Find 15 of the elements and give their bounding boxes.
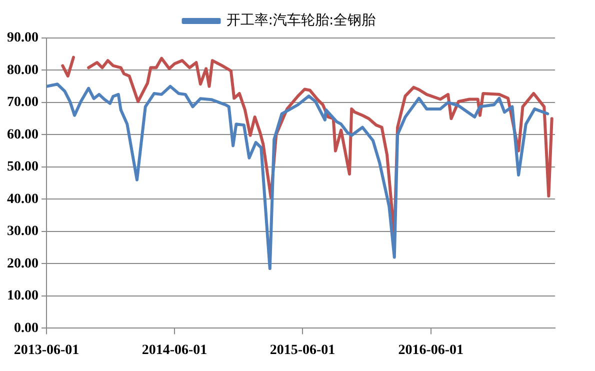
x-tick-label: 2014-06-01 (142, 343, 208, 358)
y-tick-label: 80.00 (7, 62, 38, 78)
y-tick-label: 60.00 (7, 127, 38, 142)
x-tick-label: 2013-06-01 (14, 343, 80, 358)
y-tick-label: 20.00 (7, 256, 38, 272)
x-tick-label: 2015-06-01 (270, 343, 336, 358)
y-tick-label: 70.00 (7, 95, 38, 110)
y-tick-label: 10.00 (7, 288, 38, 304)
legend-label: 开工率:汽车轮胎:全钢胎 (226, 12, 376, 29)
y-tick-label: 90.00 (7, 30, 38, 46)
y-tick-label: 30.00 (7, 224, 38, 240)
x-tick-label: 2016-06-01 (398, 343, 464, 358)
y-tick-label: 50.00 (7, 160, 38, 175)
y-tick-label: 40.00 (7, 192, 38, 207)
y-tick-label: 0.00 (14, 320, 38, 336)
